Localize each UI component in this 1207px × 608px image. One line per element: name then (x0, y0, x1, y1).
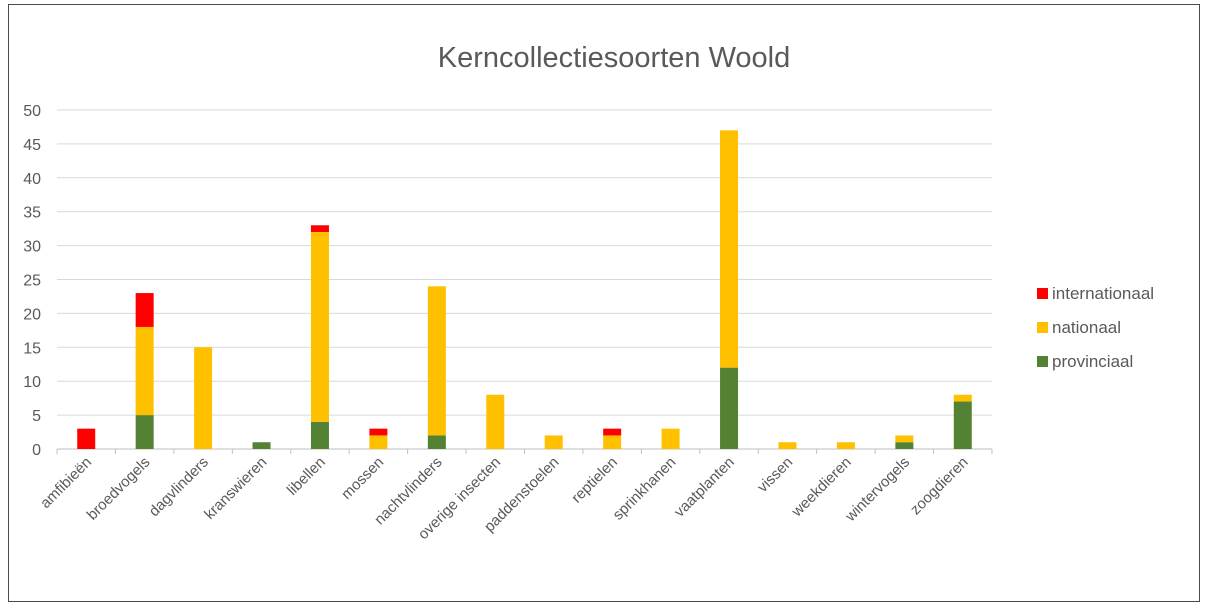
bar-segment-provinciaal (953, 401, 972, 449)
y-tick-label: 40 (23, 171, 41, 188)
y-tick-label: 0 (32, 442, 41, 459)
bar-segment-nationaal (895, 435, 914, 443)
bar-segment-internationaal (603, 428, 622, 436)
bar-segment-internationaal (310, 225, 329, 233)
y-tick-label: 5 (32, 408, 41, 425)
gridlines (57, 109, 992, 450)
x-category-label: mossen (338, 454, 387, 503)
y-tick-label: 10 (23, 374, 41, 391)
legend-swatch-nationaal (1037, 322, 1048, 333)
y-tick-label: 35 (23, 205, 41, 222)
bar-segment-nationaal (720, 130, 739, 368)
bar-segment-nationaal (603, 435, 622, 449)
bar-segment-nationaal (953, 394, 972, 402)
bar-segment-nationaal (778, 442, 797, 449)
x-category-label: kranswieren (201, 454, 270, 523)
bar-segment-internationaal (369, 428, 388, 436)
bar-segment-provinciaal (252, 442, 271, 449)
chart-frame: Kerncollectiesoorten Woold 0 5 10 15 20 25 30 3… (8, 4, 1200, 602)
x-category-label: libellen (284, 454, 329, 499)
bar-segment-provinciaal (310, 421, 329, 449)
chart-title: Kerncollectiesoorten Woold (438, 42, 791, 74)
x-category-label: vissen (754, 454, 796, 496)
x-category-label: zoogdieren (907, 454, 972, 519)
y-axis: 0 5 10 15 20 25 30 35 40 45 50 (23, 103, 41, 459)
y-tick-label: 45 (23, 137, 41, 154)
x-category-label: amfibieën (37, 454, 95, 512)
bar-segment-provinciaal (720, 367, 739, 449)
bar-segment-nationaal (661, 428, 680, 449)
y-tick-label: 25 (23, 273, 41, 290)
legend-label-nationaal: nationaal (1052, 318, 1121, 337)
legend-label-provinciaal: provinciaal (1052, 352, 1133, 371)
legend-label-internationaal: internationaal (1052, 284, 1154, 303)
x-category-label: broedvogels (84, 454, 154, 524)
y-tick-label: 15 (23, 340, 41, 357)
bar-segment-nationaal (544, 435, 563, 449)
y-tick-label: 30 (23, 239, 41, 256)
stacked-bar-chart: Kerncollectiesoorten Woold 0 5 10 15 20 25 30 3… (23, 42, 1154, 543)
x-category-label: sprinkhanen (610, 454, 680, 524)
bar-segment-nationaal (135, 326, 154, 416)
bar-segment-nationaal (836, 442, 855, 449)
bar-segment-provinciaal (895, 442, 914, 449)
bar-segment-nationaal (369, 435, 388, 449)
bar-segment-nationaal (310, 232, 329, 422)
legend: internationaal nationaal provinciaal (1037, 284, 1154, 371)
legend-swatch-internationaal (1037, 288, 1048, 299)
bar-segment-internationaal (77, 428, 96, 449)
bar-segment-nationaal (427, 286, 446, 436)
bar-segment-internationaal (135, 293, 154, 327)
bar-segment-nationaal (194, 347, 213, 449)
x-axis: amfibieënbroedvogelsdagvlinderskranswier… (37, 449, 993, 543)
y-tick-label: 50 (23, 103, 41, 120)
bars (77, 130, 972, 449)
x-category-label: vaatplanten (671, 454, 738, 521)
bar-segment-provinciaal (135, 415, 154, 449)
legend-swatch-provinciaal (1037, 356, 1048, 367)
bar-segment-provinciaal (427, 435, 446, 449)
bar-segment-nationaal (486, 394, 505, 449)
x-category-label: reptielen (568, 454, 621, 507)
y-tick-label: 20 (23, 306, 41, 323)
